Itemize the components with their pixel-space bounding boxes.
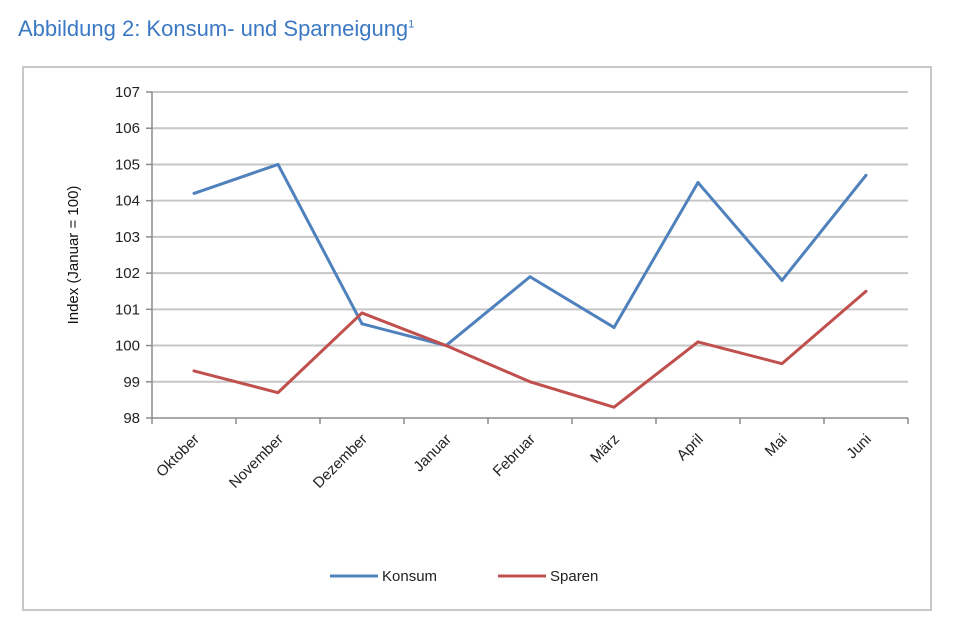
y-tick-label-100: 100 <box>115 338 140 355</box>
grid-layer <box>152 91 908 383</box>
footnote-mark: 1 <box>408 18 415 31</box>
point-konsum-oktober <box>192 191 196 195</box>
x-tick-label-juni: Juni <box>843 431 874 462</box>
point-konsum-februar <box>528 275 532 279</box>
x-tick-label-mai: Mai <box>762 431 791 460</box>
y-tick-label-107: 107 <box>115 84 140 101</box>
y-tick-label-104: 104 <box>115 193 140 210</box>
x-tick-label-märz: März <box>587 431 623 467</box>
point-konsum-dezember <box>360 322 364 326</box>
point-konsum-märz <box>612 325 616 329</box>
legend-label-sparen: Sparen <box>550 568 598 585</box>
point-sparen-februar <box>528 380 532 384</box>
point-konsum-mai <box>780 278 784 282</box>
series-line-konsum <box>193 162 868 348</box>
series-layer <box>192 162 868 409</box>
chart-frame <box>22 66 932 611</box>
y-tick-label-101: 101 <box>115 301 140 318</box>
x-tick-label-oktober: Oktober <box>153 431 203 481</box>
point-sparen-dezember <box>360 311 364 315</box>
legend-label-konsum: Konsum <box>382 568 437 585</box>
label-layer: 98 99 100 101 102 103 104 105 106 107 Oktober Novem… <box>65 84 875 492</box>
figure-title: Abbildung 2: Konsum- und Sparneigung1 <box>18 16 414 42</box>
point-sparen-juni <box>864 289 868 293</box>
y-tick-label-106: 106 <box>115 120 140 137</box>
y-axis-title: Index (Januar = 100) <box>65 186 82 325</box>
legend-layer: Konsum Sparen <box>330 568 598 585</box>
figure-title-text: Abbildung 2: Konsum- und Sparneigung <box>18 16 409 41</box>
y-tick-label-98: 98 <box>123 410 140 427</box>
x-tick-label-dezember: Dezember <box>310 431 371 492</box>
x-tick-label-januar: Januar <box>410 431 454 475</box>
point-konsum-november <box>276 162 280 166</box>
point-sparen-januar <box>444 344 448 348</box>
point-sparen-märz <box>612 405 616 409</box>
axis-layer <box>146 91 909 424</box>
y-tick-label-105: 105 <box>115 156 140 173</box>
point-konsum-april <box>696 181 700 185</box>
point-sparen-mai <box>780 362 784 366</box>
y-tick-label-99: 99 <box>123 374 140 391</box>
y-tick-label-103: 103 <box>115 229 140 246</box>
point-konsum-juni <box>864 173 868 177</box>
point-sparen-oktober <box>192 369 196 373</box>
x-tick-label-februar: Februar <box>490 431 539 480</box>
point-sparen-november <box>276 391 280 395</box>
x-tick-label-november: November <box>226 431 287 492</box>
y-tick-label-102: 102 <box>115 265 140 282</box>
x-tick-label-april: April <box>674 431 707 464</box>
point-sparen-april <box>696 340 700 344</box>
